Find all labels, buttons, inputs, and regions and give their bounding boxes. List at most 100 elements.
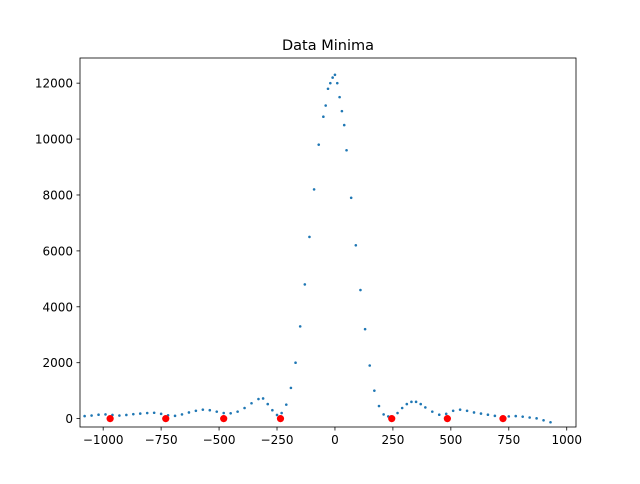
data-point [132, 412, 135, 416]
data-point [410, 400, 413, 404]
x-tick-label: 0 [331, 433, 339, 447]
data-point [368, 364, 372, 367]
data-point [521, 415, 524, 418]
minimum-marker [106, 415, 114, 423]
y-tick-label: 2000 [42, 356, 73, 370]
minimum-marker [162, 415, 170, 423]
data-point [194, 409, 198, 413]
minimum-marker [499, 415, 507, 423]
data-point [542, 418, 545, 422]
data-point [326, 87, 330, 91]
data-point [335, 81, 339, 85]
x-tick-label: 750 [497, 433, 520, 447]
data-point [317, 143, 321, 146]
data-point [465, 409, 469, 413]
x-tick-label: −750 [145, 433, 178, 447]
data-point [308, 235, 311, 239]
data-point [125, 413, 128, 417]
data-point [215, 410, 219, 413]
y-tick-label: 12000 [35, 77, 73, 91]
data-point [340, 109, 344, 113]
data-point [382, 413, 385, 416]
chart-title: Data Minima [282, 38, 374, 54]
data-point [342, 123, 346, 127]
data-point [222, 411, 226, 415]
data-point [118, 414, 121, 417]
data-point [373, 389, 376, 392]
data-point [180, 413, 184, 416]
data-point [549, 420, 552, 424]
x-tick-label: −500 [203, 433, 236, 447]
data-point [83, 414, 86, 418]
data-point [266, 402, 270, 406]
data-point [138, 412, 142, 415]
data-point [349, 196, 353, 200]
data-point [97, 413, 100, 417]
x-tick-label: −1000 [83, 433, 124, 447]
data-point [173, 414, 177, 418]
data-point [444, 412, 448, 416]
data-point [303, 283, 307, 286]
data-point [250, 401, 253, 405]
minimum-marker [388, 415, 396, 423]
x-tick-label: −250 [261, 433, 294, 447]
y-tick-label: 4000 [42, 300, 73, 314]
y-tick-label: 6000 [42, 244, 73, 258]
data-point [414, 400, 418, 404]
minimum-marker [276, 415, 285, 423]
data-point [405, 402, 409, 406]
minimum-marker [220, 415, 228, 423]
data-point [359, 288, 362, 292]
data-point [345, 148, 348, 152]
data-point [312, 188, 316, 191]
data-point [294, 361, 297, 365]
data-point [208, 408, 212, 412]
data-point [400, 406, 404, 410]
data-point [201, 408, 205, 411]
data-point [243, 406, 246, 410]
data-point [493, 414, 497, 418]
data-point [284, 403, 288, 406]
y-tick-label: 8000 [42, 188, 73, 202]
data-point [90, 414, 93, 417]
axes-frame [79, 57, 577, 428]
y-tick-label: 0 [65, 412, 73, 426]
points-layer [83, 73, 552, 424]
data-point [354, 243, 358, 247]
data-point [396, 411, 399, 415]
data-point [437, 413, 441, 417]
data-point [486, 413, 490, 417]
data-point [289, 386, 293, 390]
plot-area: −1000 −750 −500 −250 0 250 500 750 1000020004000… [35, 57, 582, 447]
data-point [535, 417, 538, 420]
data-point [528, 416, 531, 419]
data-point [104, 413, 107, 416]
minimum-marker [443, 415, 451, 423]
data-point [275, 413, 279, 417]
data-point [261, 397, 265, 400]
data-point [324, 104, 327, 107]
data-point [514, 414, 518, 418]
data-point [298, 325, 302, 328]
data-point [377, 404, 381, 408]
data-point [451, 409, 455, 413]
x-tick-label: 250 [381, 433, 404, 447]
data-point [363, 327, 367, 331]
data-point [424, 406, 427, 409]
data-point [280, 411, 283, 415]
data-point [333, 73, 337, 77]
data-point [507, 415, 511, 418]
x-tick-label: 1000 [551, 433, 582, 447]
data-point [329, 81, 332, 85]
data-point [257, 397, 260, 401]
data-point [479, 412, 483, 415]
data-point [152, 411, 156, 415]
data-point [229, 412, 232, 415]
data-point [338, 95, 341, 99]
data-point [430, 410, 434, 413]
data-point [322, 115, 325, 119]
data-point [419, 402, 423, 406]
